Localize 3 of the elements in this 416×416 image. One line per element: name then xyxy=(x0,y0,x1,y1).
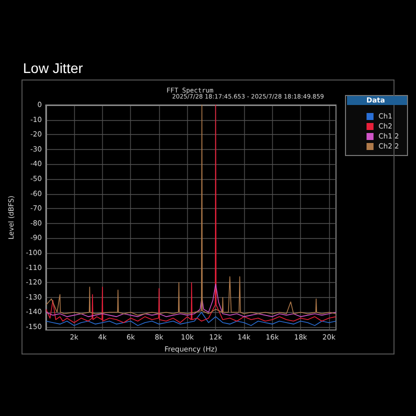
line-series xyxy=(46,284,336,318)
chart-title: Low Jitter xyxy=(23,60,84,76)
line-series xyxy=(46,312,336,326)
